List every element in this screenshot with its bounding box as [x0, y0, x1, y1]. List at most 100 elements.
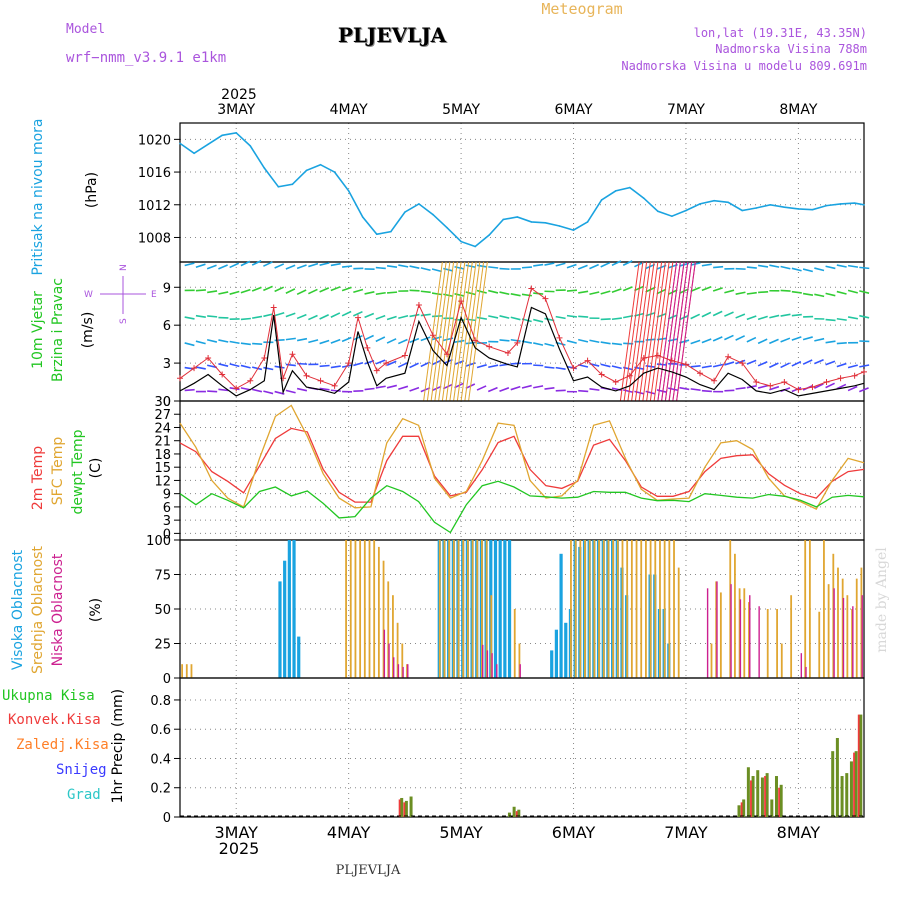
wind-gust-point [753, 379, 760, 386]
wind-arrow [218, 363, 229, 367]
pressure-point [488, 234, 491, 236]
cloud-mid-bar [649, 540, 652, 678]
wind-gust-point [514, 339, 521, 346]
wind-arrow [712, 363, 724, 368]
wind-arrow [285, 288, 296, 294]
wind-arrow [701, 338, 712, 344]
wind-arrow [431, 292, 443, 296]
wind-arrow [589, 339, 600, 344]
wind-arrow [330, 365, 341, 369]
wind-arrow [533, 342, 544, 346]
y-tick-label: 0 [163, 395, 171, 410]
wind-arrow [386, 360, 397, 367]
cloud-mid-bar [448, 540, 451, 678]
wind-arrow [353, 288, 364, 293]
wind-arrow [375, 359, 386, 365]
wind-arrow [836, 383, 847, 390]
wind-hatch [668, 261, 689, 402]
y-tick-label: 3 [163, 514, 171, 529]
coords-label: lon,lat (19.31E, 43.35N) [694, 26, 867, 40]
wind-hatch [664, 261, 685, 402]
cloud-mid-bar [377, 546, 380, 678]
cloud-low-bar [739, 599, 742, 678]
cloud-mid-bar [570, 540, 572, 678]
cloud-mid-bar [832, 553, 835, 678]
wind-arrow [341, 286, 352, 292]
wind-arrow [735, 386, 746, 390]
wind-arrow [735, 291, 746, 295]
cloud-high-bar [559, 553, 563, 678]
wind-arrow [713, 265, 724, 269]
wind-arrow [330, 389, 341, 392]
wind-arrow [634, 390, 645, 395]
wind-arrow [296, 264, 307, 270]
wind-arrow [611, 365, 622, 370]
wind-arrow [791, 313, 802, 317]
precip-total-bar [507, 812, 511, 817]
precipitation-panel: 0 0.2 0.4 0.6 0.8 [150, 677, 865, 826]
wind-arrow [296, 387, 308, 392]
cloud-high-bar [493, 540, 498, 678]
pressure-point [727, 201, 729, 204]
wind-gust-point [542, 295, 549, 302]
cloud-low-bar [393, 657, 395, 678]
cloud-low-bar [388, 643, 390, 678]
cloud-mid-bar [612, 540, 615, 678]
credit-label: made by Angel [874, 547, 890, 653]
pressure-panel: 1008 1012 1016 1020 [138, 122, 865, 263]
wind-arrow [252, 315, 263, 319]
wind-arrow [859, 364, 870, 368]
wind-arrow [308, 314, 318, 321]
wind-arrow [263, 366, 274, 371]
cloud-high-bar [498, 540, 502, 678]
wind-arrow [454, 339, 465, 344]
bottom-day-label: 8MAY [777, 823, 821, 842]
pressure-point [249, 145, 252, 147]
cloud-mid-bar [823, 540, 825, 678]
wind-arrow [825, 292, 836, 297]
wind-arrow [701, 263, 712, 267]
precip-legend-snow: Snijeg [56, 762, 107, 778]
cloud-low-bar [383, 629, 386, 678]
cloud-mid-bar [490, 595, 493, 678]
wind-arrow [847, 316, 859, 320]
pressure-point [207, 143, 209, 146]
cloud-mid-bar [602, 540, 605, 678]
wind-arrow [847, 289, 858, 294]
wind-arrow [600, 290, 611, 295]
wind-hatch [430, 261, 451, 402]
precip-total-bar [737, 805, 741, 817]
cloud-mid-bar [485, 540, 488, 678]
wind-arrow [263, 285, 273, 292]
wind-gust-point [247, 377, 254, 384]
cloud-low-bar [706, 588, 709, 678]
top-day-label: 7MAY [667, 102, 705, 118]
wind-arrow [229, 262, 240, 269]
wind-ylabel-2: Brzina i Pravac [50, 278, 66, 382]
pressure-point [628, 186, 631, 189]
cloud-low-bar [842, 597, 845, 678]
cloud-high-bar [278, 581, 282, 678]
wind-arrow [386, 384, 397, 389]
cloud-mid-bar [588, 540, 591, 678]
cloud-low-bar [407, 664, 409, 678]
wind-gust-point [205, 355, 212, 362]
wind-arrow [375, 336, 386, 343]
wind-arrow [409, 265, 420, 269]
temp-sfc-line [179, 404, 865, 510]
cloud-mid-bar [818, 611, 821, 678]
precip-ylabel: 1hr Precip [110, 733, 126, 804]
top-year-label: 2025 [221, 87, 257, 103]
wind-arrow [342, 265, 353, 268]
wind-arrow [296, 337, 308, 342]
wind-arrow [578, 315, 589, 318]
cloud-mid-bar [645, 540, 647, 678]
cloud-low-bar [730, 584, 732, 678]
cloud-low-bar [758, 606, 760, 678]
wind-hatch [464, 261, 485, 402]
precip-total-bar [760, 777, 764, 817]
wind-arrow [769, 362, 779, 369]
temp-ylabel-dewpt: dewpt Temp [70, 429, 86, 514]
